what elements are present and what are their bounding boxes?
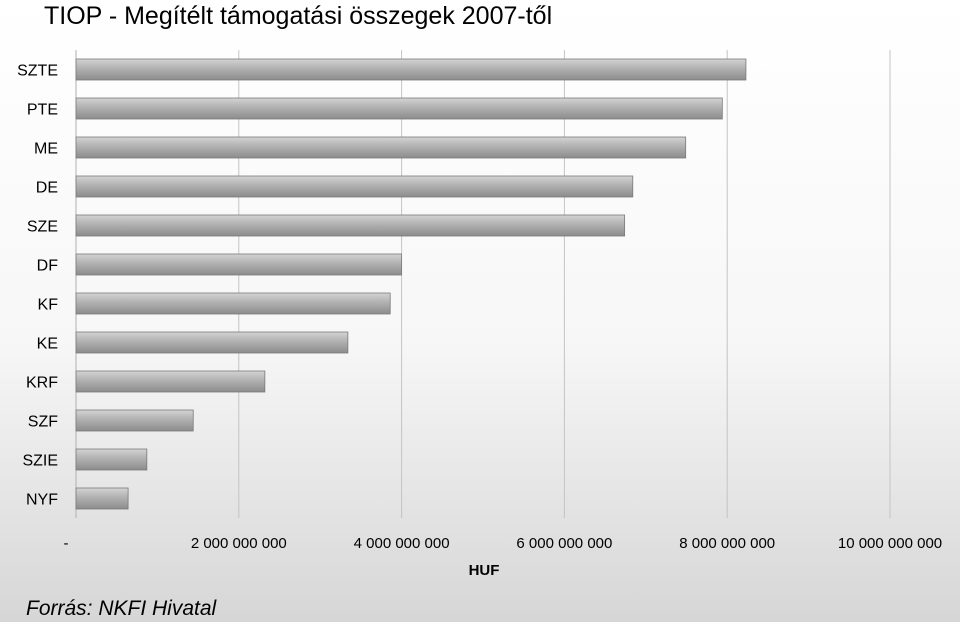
x-tick-label-1: 2 000 000 000 [191, 535, 287, 552]
x-tick-label-4: 8 000 000 000 [679, 535, 775, 552]
category-label-PTE: PTE [27, 102, 58, 119]
category-label-KF: KF [38, 297, 59, 314]
category-label-ME: ME [34, 141, 58, 158]
category-label-SZE: SZE [27, 219, 58, 236]
chart-title: TIOP - Megítélt támogatási összegek 2007… [44, 2, 553, 30]
bar-KF [75, 292, 391, 315]
bar-KRF [75, 370, 266, 393]
category-label-KRF: KRF [26, 375, 58, 392]
bar-NYF [75, 487, 129, 510]
x-tick-label-3: 6 000 000 000 [516, 535, 612, 552]
category-label-SZIE: SZIE [22, 453, 58, 470]
category-label-SZTE: SZTE [17, 63, 58, 80]
bar-KE [75, 331, 349, 354]
bar-ME [75, 136, 687, 159]
bars [75, 58, 747, 510]
gridlines [75, 50, 891, 518]
x-tick-label-0: - [64, 535, 69, 552]
bar-SZF [75, 409, 194, 432]
category-label-KE: KE [37, 336, 58, 353]
x-axis-title: HUF [469, 562, 500, 579]
source-note: Forrás: NKFI Hivatal [26, 597, 217, 620]
category-label-NYF: NYF [26, 492, 58, 509]
bar-PTE [75, 97, 723, 120]
x-tick-label-5: 10 000 000 000 [838, 535, 942, 552]
category-label-DE: DE [36, 180, 58, 197]
bar-SZTE [75, 58, 747, 81]
axis-labels: SZTE PTE ME DE SZE DF KF KE KRF SZF SZIE NYF - 2 000 … [17, 63, 942, 553]
category-label-SZF: SZF [28, 414, 58, 431]
bar-SZIE [75, 448, 148, 471]
x-tick-label-2: 4 000 000 000 [354, 535, 450, 552]
bar-DE [75, 175, 634, 198]
category-label-DF: DF [37, 258, 59, 275]
bar-DF [75, 253, 403, 276]
bar-SZE [75, 214, 626, 237]
bar-chart: SZTE PTE ME DE SZE DF KF KE KRF SZF SZIE NYF - 2 000 … [17, 50, 942, 579]
